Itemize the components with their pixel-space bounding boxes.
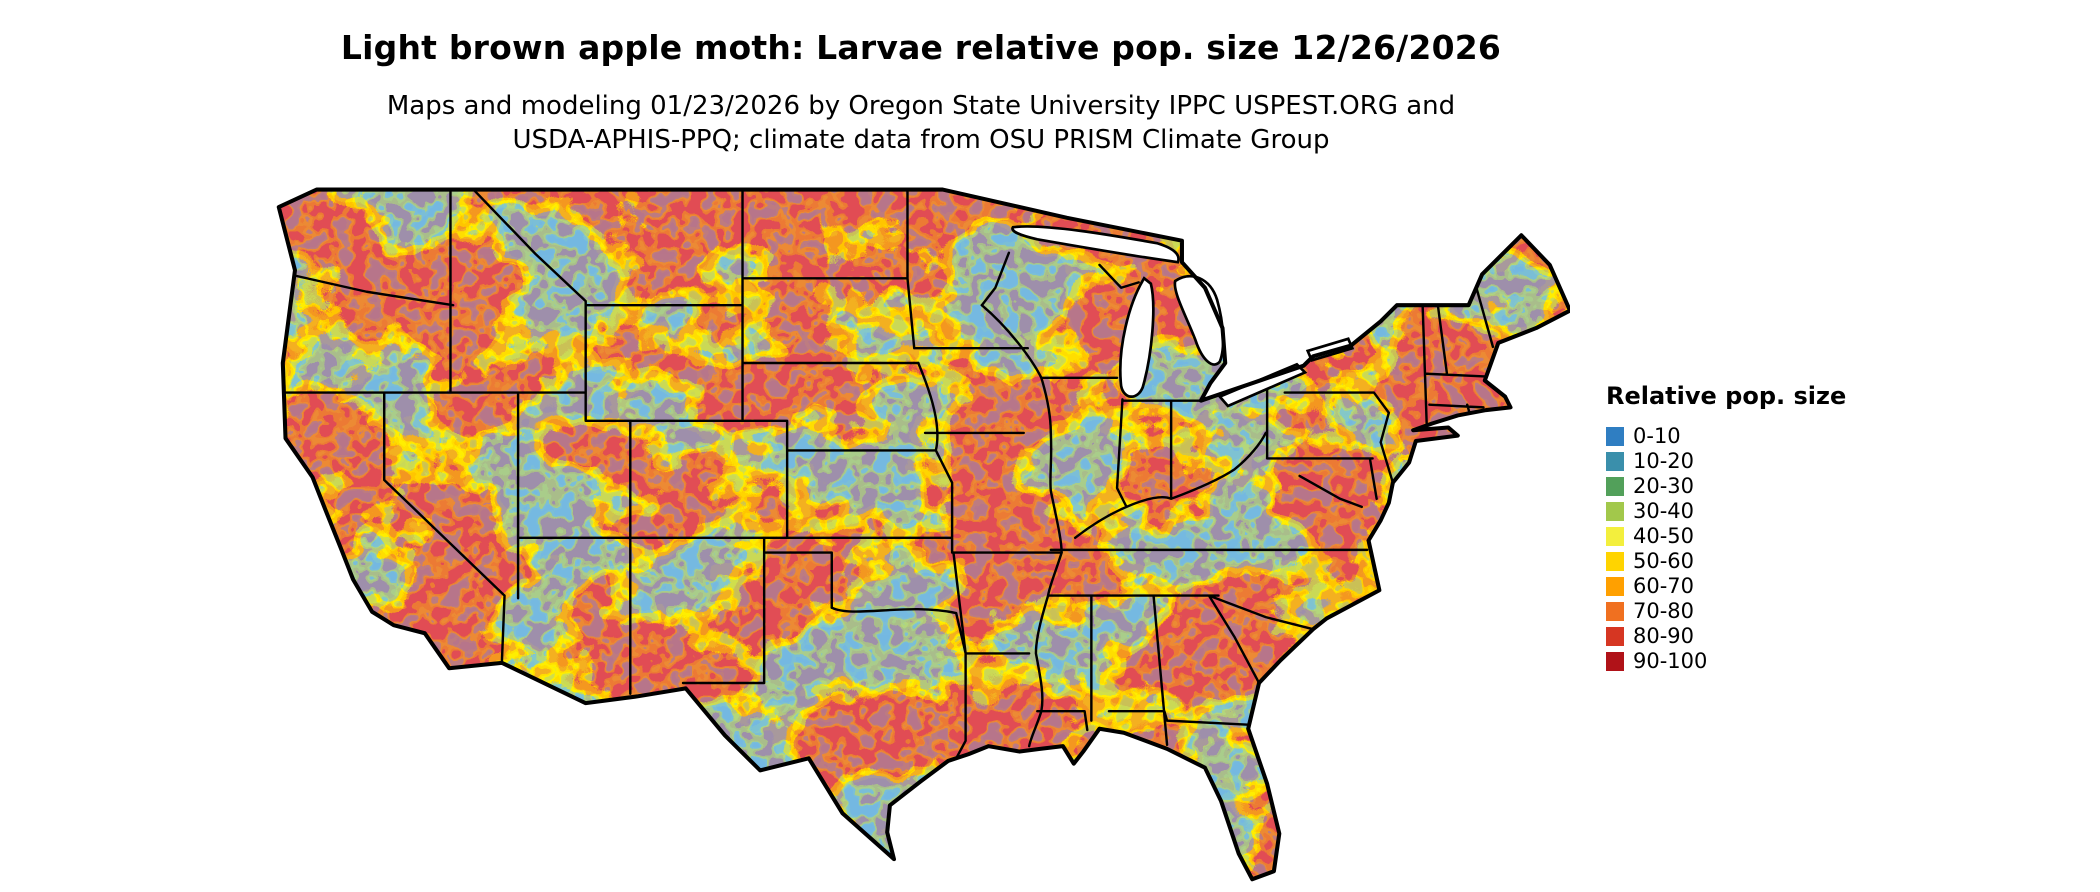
state-lines-mississippi-river — [980, 303, 1063, 748]
legend-item: 10-20 — [1606, 449, 1926, 474]
page-title: Light brown apple moth: Larvae relative … — [340, 28, 1502, 67]
legend-label: 80-90 — [1633, 624, 1695, 648]
lake-michigan — [1119, 276, 1155, 398]
legend-item: 90-100 — [1606, 649, 1926, 674]
great-lakes — [1011, 225, 1355, 408]
legend-label: 10-20 — [1633, 449, 1695, 473]
state-boundaries — [281, 189, 1495, 763]
map-subtitle: Maps and modeling 01/23/2026 by Oregon S… — [0, 89, 1842, 157]
legend-rows: 0-10 10-20 20-30 30-40 40-50 50-60 60-70 — [1606, 424, 1926, 674]
legend-item: 40-50 — [1606, 524, 1926, 549]
legend-swatch — [1606, 552, 1624, 571]
map-subtitle-line-2: USDA-APHIS-PPQ; climate data from OSU PR… — [512, 125, 1330, 155]
legend-swatch — [1606, 427, 1624, 446]
legend-label: 40-50 — [1633, 524, 1695, 548]
legend-label: 0-10 — [1633, 424, 1681, 448]
legend-item: 20-30 — [1606, 474, 1926, 499]
legend-swatch — [1606, 527, 1624, 546]
legend-swatch — [1606, 477, 1624, 496]
map-subtitle-line-1: Maps and modeling 01/23/2026 by Oregon S… — [386, 91, 1456, 121]
state-lines-midwest — [917, 361, 1267, 539]
population-raster-speckle — [278, 189, 1570, 880]
state-lines-west — [281, 189, 1063, 695]
legend-label: 70-80 — [1633, 599, 1695, 623]
legend-swatch — [1606, 627, 1624, 646]
legend-title: Relative pop. size — [1606, 382, 1847, 410]
legend-label: 60-70 — [1633, 574, 1695, 598]
legend-label: 90-100 — [1633, 649, 1708, 673]
legend-item: 80-90 — [1606, 624, 1926, 649]
legend-item: 0-10 — [1606, 424, 1926, 449]
legend-swatch — [1606, 602, 1624, 621]
legend-item: 60-70 — [1606, 574, 1926, 599]
lake-superior — [1011, 225, 1180, 264]
raster-layer — [278, 189, 1570, 880]
legend-swatch — [1606, 652, 1624, 671]
state-lines-southeast — [1046, 548, 1369, 747]
legend-item: 50-60 — [1606, 549, 1926, 574]
legend-swatch — [1606, 577, 1624, 596]
legend-item: 70-80 — [1606, 599, 1926, 624]
legend-item: 30-40 — [1606, 499, 1926, 524]
legend-label: 50-60 — [1633, 549, 1695, 573]
us-outline — [276, 187, 1570, 882]
legend-label: 20-30 — [1633, 474, 1695, 498]
state-lines-south-central — [830, 551, 1089, 763]
us-map-svg — [276, 187, 1570, 882]
legend-label: 30-40 — [1633, 499, 1695, 523]
legend-swatch — [1606, 452, 1624, 471]
us-population-map — [272, 160, 1570, 886]
map-heading: Light brown apple moth: Larvae relative … — [0, 28, 1842, 157]
state-lines-upper-midwest — [980, 251, 1140, 380]
legend: Relative pop. size 0-10 10-20 20-30 30-4… — [1606, 382, 1926, 674]
legend-swatch — [1606, 502, 1624, 521]
